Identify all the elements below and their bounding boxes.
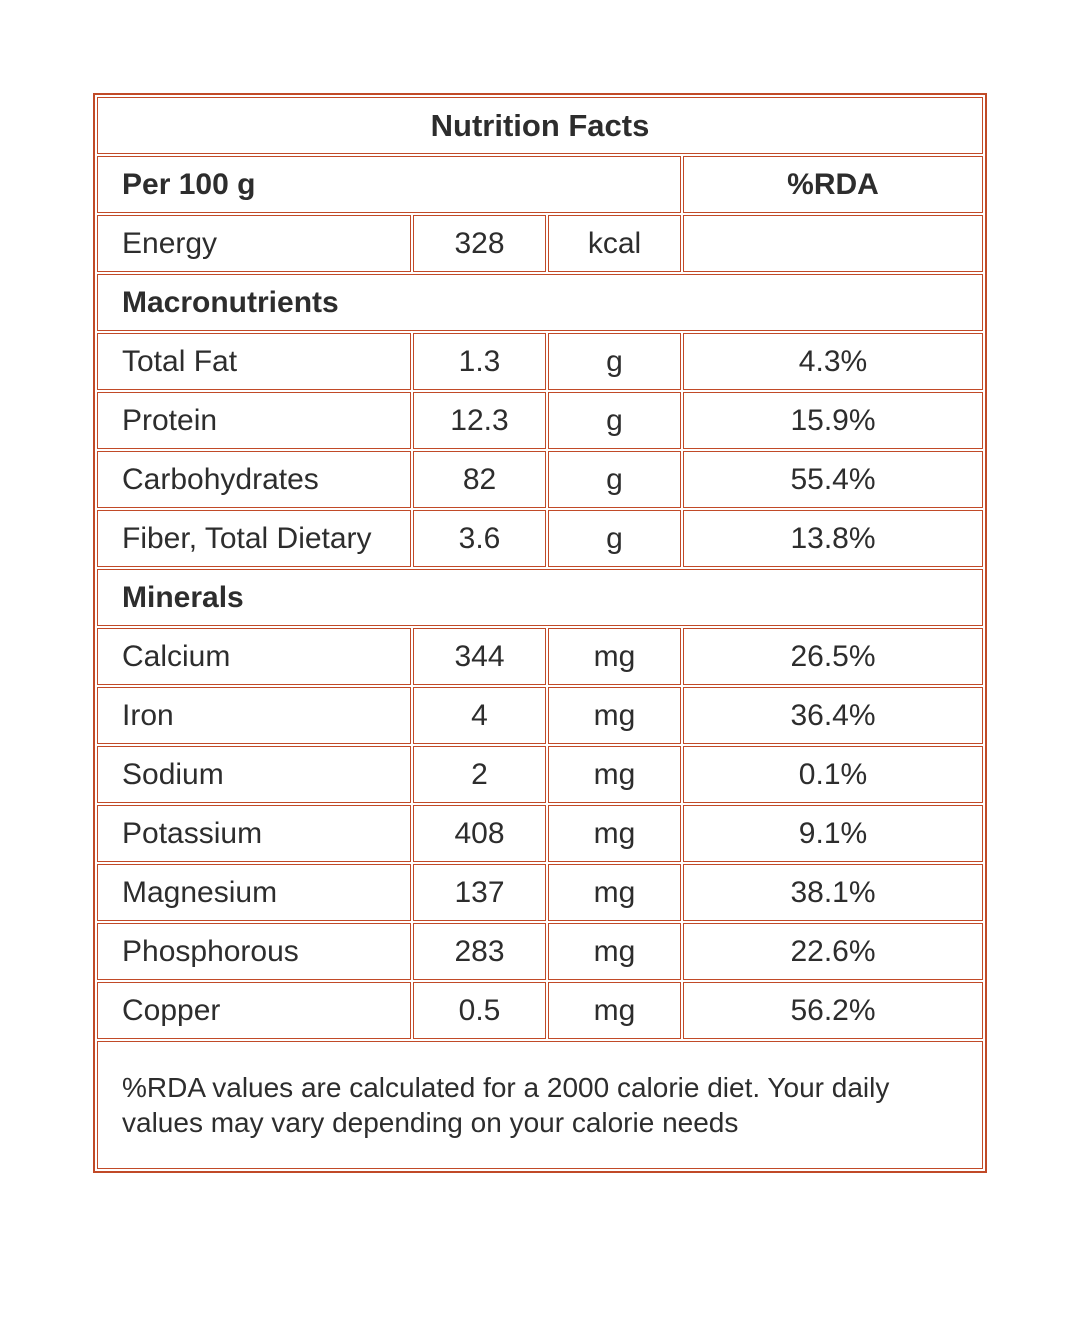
serving-header: Per 100 g (97, 156, 681, 213)
nutrient-value: 1.3 (413, 333, 546, 390)
nutrient-label: Iron (97, 687, 411, 744)
table-row: Protein 12.3 g 15.9% (97, 392, 983, 449)
nutrient-unit: mg (548, 923, 681, 980)
table-row: Magnesium 137 mg 38.1% (97, 864, 983, 921)
nutrient-label: Potassium (97, 805, 411, 862)
rda-footnote: %RDA values are calculated for a 2000 ca… (97, 1041, 983, 1169)
nutrient-value: 0.5 (413, 982, 546, 1039)
nutrient-rda (683, 215, 983, 272)
nutrition-label: Nutrition Facts Per 100 g %RDA Energy 32… (93, 93, 987, 1173)
table-row: Total Fat 1.3 g 4.3% (97, 333, 983, 390)
nutrient-unit: mg (548, 805, 681, 862)
section-header-row: Macronutrients (97, 274, 983, 331)
nutrient-rda: 26.5% (683, 628, 983, 685)
nutrient-unit: kcal (548, 215, 681, 272)
nutrient-unit: mg (548, 687, 681, 744)
nutrient-label: Total Fat (97, 333, 411, 390)
energy-row: Energy 328 kcal (97, 215, 983, 272)
nutrient-value: 137 (413, 864, 546, 921)
footnote-row: %RDA values are calculated for a 2000 ca… (97, 1041, 983, 1169)
nutrient-label: Fiber, Total Dietary (97, 510, 411, 567)
nutrient-label: Magnesium (97, 864, 411, 921)
nutrient-unit: g (548, 451, 681, 508)
section-title-minerals: Minerals (97, 569, 983, 626)
nutrient-unit: mg (548, 628, 681, 685)
nutrient-value: 82 (413, 451, 546, 508)
nutrient-rda: 4.3% (683, 333, 983, 390)
nutrient-rda: 36.4% (683, 687, 983, 744)
nutrient-rda: 0.1% (683, 746, 983, 803)
nutrient-unit: g (548, 510, 681, 567)
section-header-row: Minerals (97, 569, 983, 626)
nutrient-unit: mg (548, 746, 681, 803)
nutrient-unit: mg (548, 982, 681, 1039)
nutrient-value: 283 (413, 923, 546, 980)
nutrient-value: 328 (413, 215, 546, 272)
nutrient-value: 408 (413, 805, 546, 862)
nutrient-rda: 22.6% (683, 923, 983, 980)
nutrient-rda: 9.1% (683, 805, 983, 862)
nutrient-label: Protein (97, 392, 411, 449)
nutrient-value: 12.3 (413, 392, 546, 449)
table-row: Fiber, Total Dietary 3.6 g 13.8% (97, 510, 983, 567)
nutrient-value: 344 (413, 628, 546, 685)
column-header-row: Per 100 g %RDA (97, 156, 983, 213)
nutrient-unit: g (548, 333, 681, 390)
rda-header: %RDA (683, 156, 983, 213)
title-row: Nutrition Facts (97, 97, 983, 154)
nutrient-value: 3.6 (413, 510, 546, 567)
nutrient-label: Carbohydrates (97, 451, 411, 508)
table-row: Copper 0.5 mg 56.2% (97, 982, 983, 1039)
nutrient-label: Calcium (97, 628, 411, 685)
table-row: Phosphorous 283 mg 22.6% (97, 923, 983, 980)
table-row: Calcium 344 mg 26.5% (97, 628, 983, 685)
nutrient-rda: 56.2% (683, 982, 983, 1039)
table-title: Nutrition Facts (97, 97, 983, 154)
nutrient-value: 4 (413, 687, 546, 744)
section-title-macronutrients: Macronutrients (97, 274, 983, 331)
nutrient-label: Copper (97, 982, 411, 1039)
nutrient-label: Phosphorous (97, 923, 411, 980)
nutrient-label: Sodium (97, 746, 411, 803)
nutrient-rda: 38.1% (683, 864, 983, 921)
nutrient-rda: 13.8% (683, 510, 983, 567)
nutrient-rda: 55.4% (683, 451, 983, 508)
nutrient-rda: 15.9% (683, 392, 983, 449)
table-row: Potassium 408 mg 9.1% (97, 805, 983, 862)
nutrition-facts-table: Nutrition Facts Per 100 g %RDA Energy 32… (93, 93, 987, 1173)
table-row: Sodium 2 mg 0.1% (97, 746, 983, 803)
nutrient-value: 2 (413, 746, 546, 803)
table-row: Carbohydrates 82 g 55.4% (97, 451, 983, 508)
nutrient-label: Energy (97, 215, 411, 272)
nutrient-unit: mg (548, 864, 681, 921)
table-row: Iron 4 mg 36.4% (97, 687, 983, 744)
nutrient-unit: g (548, 392, 681, 449)
